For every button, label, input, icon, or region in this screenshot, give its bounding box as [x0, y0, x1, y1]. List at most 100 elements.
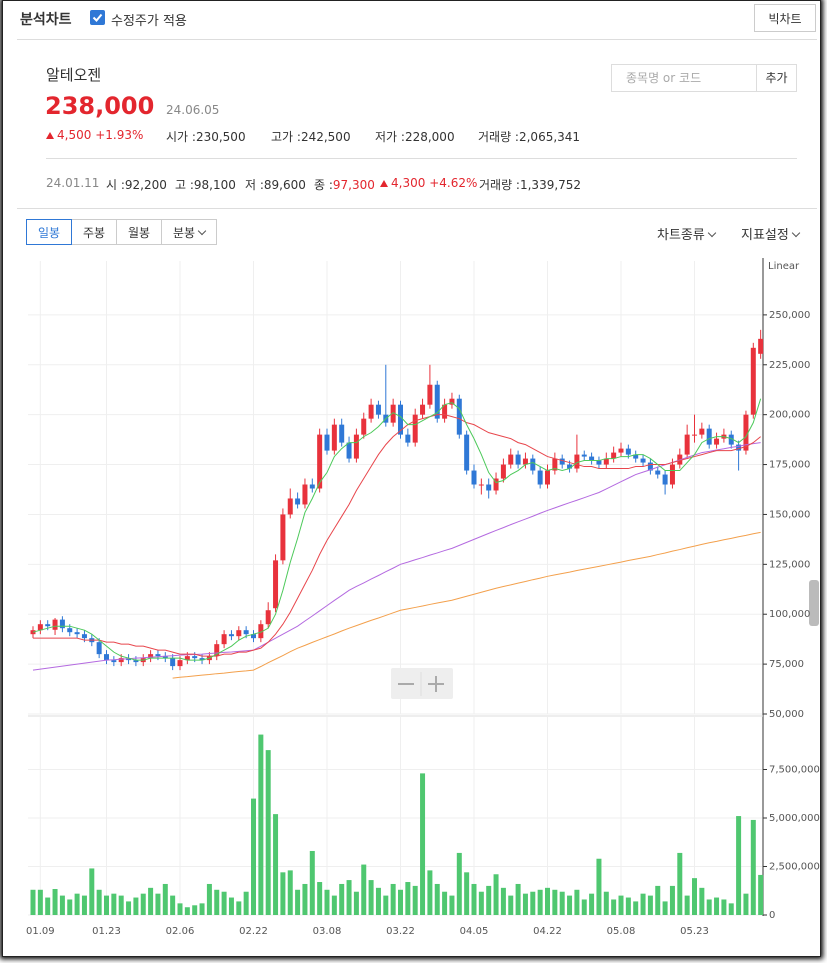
- scroll-handle[interactable]: [809, 580, 819, 626]
- volume-bar: [655, 885, 661, 915]
- volume-bar: [331, 895, 337, 915]
- label: 시 :: [106, 178, 125, 192]
- volume-bar: [493, 874, 499, 915]
- candle-body: [581, 454, 587, 457]
- volume-bar: [706, 899, 712, 915]
- x-tick-label: 04.05: [460, 926, 489, 937]
- open: 시가 :230,500: [166, 128, 246, 145]
- volume-bar: [251, 798, 256, 915]
- candle-body: [537, 470, 543, 485]
- candle-body: [30, 630, 36, 635]
- volume-bar: [647, 895, 653, 915]
- menu[interactable]: 차트종류: [657, 224, 717, 243]
- candle-body: [559, 458, 565, 465]
- volume-bar: [287, 870, 293, 915]
- candle-body: [273, 560, 279, 609]
- candle-body: [368, 404, 374, 419]
- volume-bar: [412, 885, 418, 915]
- candle-body: [596, 460, 602, 465]
- add-button[interactable]: 추가: [756, 64, 797, 92]
- volume-bar: [228, 897, 234, 915]
- volume-bar: [662, 901, 668, 915]
- candle-body: [545, 470, 550, 485]
- candle-body: [589, 456, 595, 461]
- volume-bar: [449, 895, 455, 915]
- volume-bar: [736, 816, 742, 915]
- label: 거래량 :: [478, 130, 519, 144]
- candle-body: [464, 434, 470, 471]
- candle-body: [133, 660, 139, 663]
- candle-body: [118, 658, 124, 663]
- candle-body: [662, 474, 668, 485]
- big-chart-button[interactable]: 빅차트: [754, 4, 816, 32]
- volume-bar: [721, 899, 727, 915]
- menu[interactable]: 지표설정: [741, 224, 801, 243]
- candle-body: [251, 634, 256, 639]
- volume-bar: [456, 852, 462, 915]
- volume-bar: [74, 893, 80, 915]
- candle-body: [309, 484, 315, 489]
- candle-body: [633, 454, 639, 459]
- moving-average-line: [32, 442, 761, 671]
- candle-body: [611, 452, 617, 459]
- candle-body: [280, 514, 286, 561]
- volume-bar: [96, 889, 102, 915]
- candle-body: [74, 632, 80, 635]
- volume-bar: [471, 883, 477, 915]
- x-tick-label: 05.23: [680, 926, 709, 937]
- candle-body: [522, 458, 528, 465]
- change: 4,300: [391, 176, 426, 190]
- change: 4,500: [57, 128, 92, 142]
- candle-body: [317, 434, 323, 489]
- candle-body: [148, 654, 154, 659]
- value: 1,339,752: [519, 178, 582, 192]
- checkbox-label[interactable]: 수정주가 적용: [111, 14, 187, 29]
- volume-bar: [522, 893, 528, 915]
- x-tick-label: 02.06: [166, 926, 195, 937]
- tab[interactable]: 월봉: [116, 219, 162, 245]
- value: 92,200: [124, 178, 167, 192]
- volume-bar: [177, 903, 183, 915]
- candle-body: [574, 454, 580, 469]
- low: 저가 :228,000: [375, 128, 455, 145]
- value: 97,300: [332, 178, 375, 192]
- checkbox[interactable]: [90, 10, 105, 25]
- candle-body: [214, 644, 220, 657]
- candle-body: [603, 458, 609, 465]
- scale-label: Linear: [768, 261, 800, 272]
- tab[interactable]: 분봉: [161, 219, 217, 245]
- volume-bar: [243, 891, 249, 915]
- volume-bar: [126, 901, 132, 915]
- volume-bar: [133, 897, 139, 915]
- volume-bar: [581, 899, 587, 915]
- value: 230,500: [195, 130, 246, 144]
- candle-body: [750, 347, 756, 415]
- candle-body: [375, 404, 381, 415]
- volume-bar: [346, 880, 352, 915]
- candle-body: [442, 404, 448, 419]
- candle-body: [302, 484, 308, 505]
- candle-body: [640, 458, 646, 463]
- volume-bar: [52, 889, 58, 915]
- x-tick-label: 02.22: [239, 926, 268, 937]
- volume-bar: [442, 891, 448, 915]
- volume-bar: [67, 899, 73, 915]
- volume-bar: [434, 883, 440, 915]
- divider: [46, 158, 797, 159]
- candle-body: [618, 448, 624, 453]
- hover-volume: 거래량 :1,339,752: [479, 176, 581, 193]
- tab-selected[interactable]: 일봉: [26, 219, 72, 245]
- candle-body: [706, 428, 712, 445]
- tab[interactable]: 주봉: [71, 219, 117, 245]
- x-tick-label: 03.22: [386, 926, 415, 937]
- candle-body: [339, 424, 345, 443]
- candle-body: [45, 624, 51, 627]
- change-row: 4,500 +1.93%: [46, 128, 143, 142]
- candle-body: [184, 656, 190, 661]
- volume-bar: [500, 887, 506, 915]
- candle-body: [567, 464, 573, 469]
- volume-bar: [611, 899, 617, 915]
- y-tick-label: 50,000: [769, 709, 804, 720]
- divider: [17, 39, 817, 40]
